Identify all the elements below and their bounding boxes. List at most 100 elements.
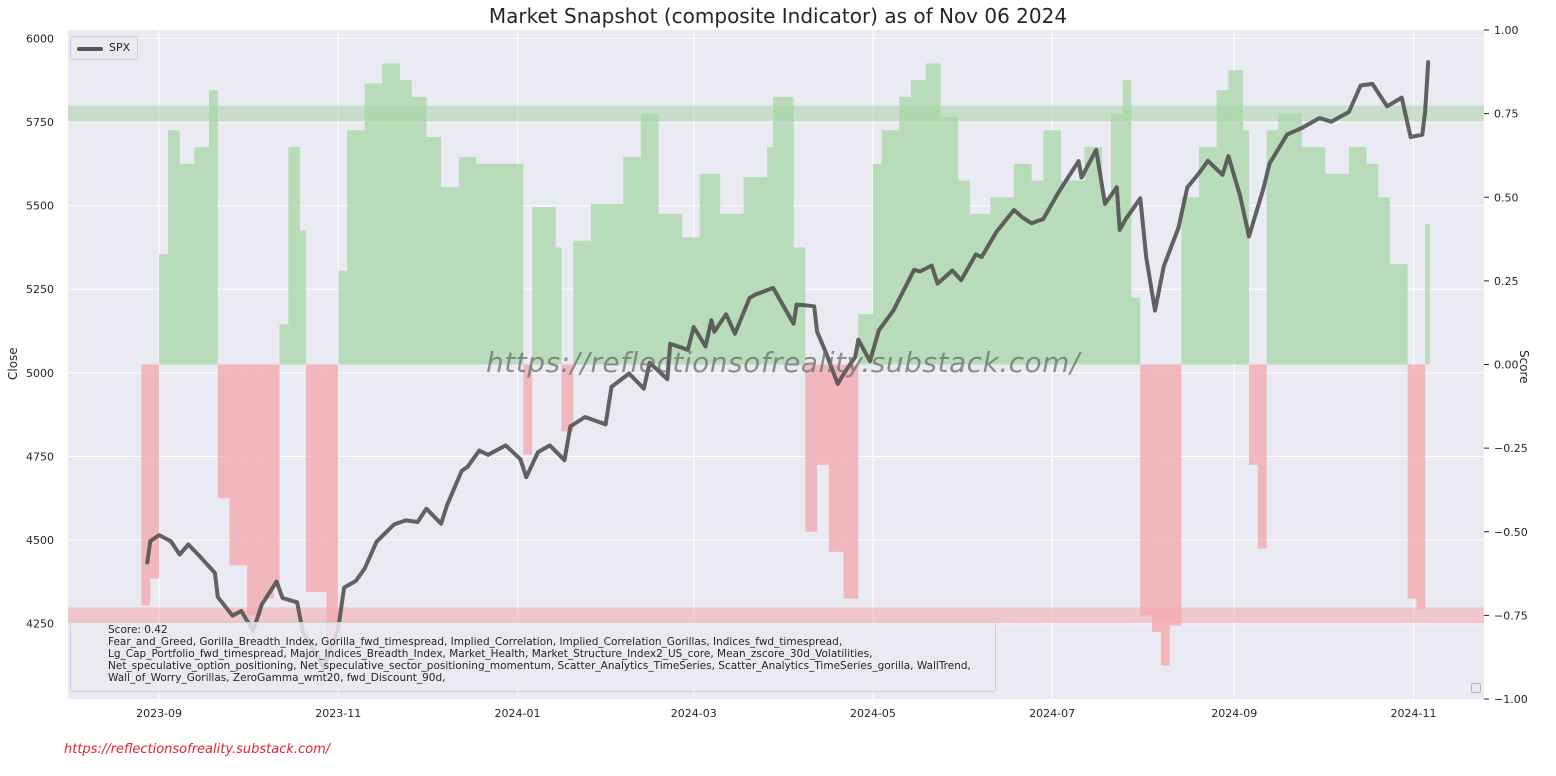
negative-score-bar [1140,364,1153,616]
positive-score-bar [1325,173,1349,365]
x-tick-label: 2024-03 [671,707,717,720]
score-area-series [141,63,1430,666]
indicator-list-line: Wall_of_Worry_Gorillas, ZeroGamma_wmt20,… [108,672,446,684]
spx-line [145,60,1431,671]
spx-line-series [145,60,1431,671]
x-axis-ticks: 2023-09 2023-11 2024-01 2024-03 2024-05 2024-… [136,707,1436,720]
y-tick-label: 5250 [26,283,54,296]
footer-link[interactable]: https://reflectionsofreality.substack.co… [64,742,331,757]
negative-score-bar [561,364,574,432]
positive-score-bar [300,230,306,365]
positive-score-bar [179,163,195,365]
positive-score-bar [555,247,562,365]
positive-score-bar [338,270,348,365]
positive-score-bar [1425,224,1429,365]
positive-score-bar [1110,113,1123,365]
positive-score-bar [872,163,882,365]
positive-score-bar [743,177,768,365]
positive-score-bar [1122,80,1132,365]
positive-score-bar [899,96,912,365]
positive-score-bar [573,240,591,365]
x-tick-label: 2024-07 [1029,707,1075,720]
positive-score-bar [1060,180,1085,365]
negative-score-bar [1248,364,1258,465]
negative-score-bar [141,364,151,606]
y-right-tick-label: 0.75 [1494,108,1519,121]
x-tick-label: 2024-05 [850,707,896,720]
negative-score-bar [1169,364,1182,626]
x-tick-label: 2023-09 [136,707,182,720]
positive-score-bar [1278,113,1302,365]
negative-score-bar [247,364,262,616]
score-info-box: Score: 0.42 Fear_and_Greed, Gorilla_Brea… [70,622,996,692]
negative-score-bar [1416,364,1426,609]
positive-score-bar [399,80,412,365]
y-right-tick-label: −0.50 [1494,526,1528,539]
indicator-list-line: Lg_Cap_Portfolio_fwd_timespread, Major_I… [108,648,873,660]
y-right-tick-label: −0.25 [1494,442,1528,455]
indicator-list-line: Net_speculative_option_positioning, Net_… [108,660,971,672]
y-tick-label: 5500 [26,200,54,213]
negative-score-bar [217,364,230,499]
positive-score-bar [1301,147,1326,365]
positive-score-bar [1228,70,1244,365]
negative-score-bar [523,364,533,455]
positive-score-bar [1366,163,1379,365]
x-tick-label: 2024-09 [1211,707,1257,720]
positive-score-bar [640,113,659,365]
positive-score-bar [441,187,459,365]
negative-score-bar [305,364,327,592]
negative-score-bar [817,364,829,465]
positive-score-bar [1013,163,1032,365]
positive-score-bar [426,137,442,365]
positive-score-bar [1102,197,1111,365]
positive-score-bar [720,213,744,365]
positive-score-bar [658,213,682,365]
positive-score-bar [1084,147,1103,365]
positive-score-bar [279,324,289,365]
negative-score-bar [1152,364,1161,633]
negative-score-bar [229,364,248,566]
positive-score-bar [1199,147,1217,365]
y-tick-label: 4500 [26,534,54,547]
y-tick-label: 6000 [26,32,54,45]
y-right-tick-label: −1.00 [1494,693,1528,706]
y-axis-right-ticks: −1.00 −0.75 −0.50 −0.25 0.00 0.25 0.50 0.75 1.00 [1484,24,1528,706]
negative-score-bar [828,364,844,552]
x-tick-label: 2023-11 [315,707,361,720]
positive-score-bar [767,147,774,365]
positive-score-bar [1131,297,1141,365]
positive-score-bar [1348,147,1367,365]
lower-threshold-band [68,607,1484,624]
y-axis-left-ticks: 4250 4500 4750 5000 5250 5500 5750 6000 [26,32,54,630]
score-value: Score: 0.42 [108,624,168,636]
y-axis-left-label: Close [6,347,20,380]
legend-spx-swatch [77,47,103,51]
positive-score-bar [881,130,900,365]
negative-score-bar [1160,364,1170,666]
positive-score-bar [925,63,941,365]
positive-score-bar [699,173,721,365]
positive-score-bar [858,314,873,365]
positive-score-bar [940,116,959,365]
y-tick-label: 5750 [26,116,54,129]
y-right-tick-label: 0.25 [1494,275,1519,288]
y-right-tick-label: −0.75 [1494,609,1528,622]
positive-score-bar [458,157,477,365]
y-tick-label: 4750 [26,450,54,463]
positive-score-bar [1243,130,1249,365]
y-tick-label: 5000 [26,367,54,380]
negative-score-bar [1407,364,1417,599]
positive-score-bar [911,80,926,365]
empty-legend-box [1471,683,1481,693]
positive-score-bar [1378,197,1390,365]
positive-score-bar [411,96,427,365]
positive-score-bar [969,213,991,365]
y-right-tick-label: 0.00 [1494,359,1519,372]
y-right-tick-label: 1.00 [1494,24,1519,37]
positive-score-bar [623,157,641,365]
y-right-tick-label: 0.50 [1494,191,1519,204]
positive-score-bar [773,96,794,365]
indicator-list-line: Fear_and_Greed, Gorilla_Breadth_Index, G… [108,636,843,648]
positive-score-bar [532,207,556,365]
